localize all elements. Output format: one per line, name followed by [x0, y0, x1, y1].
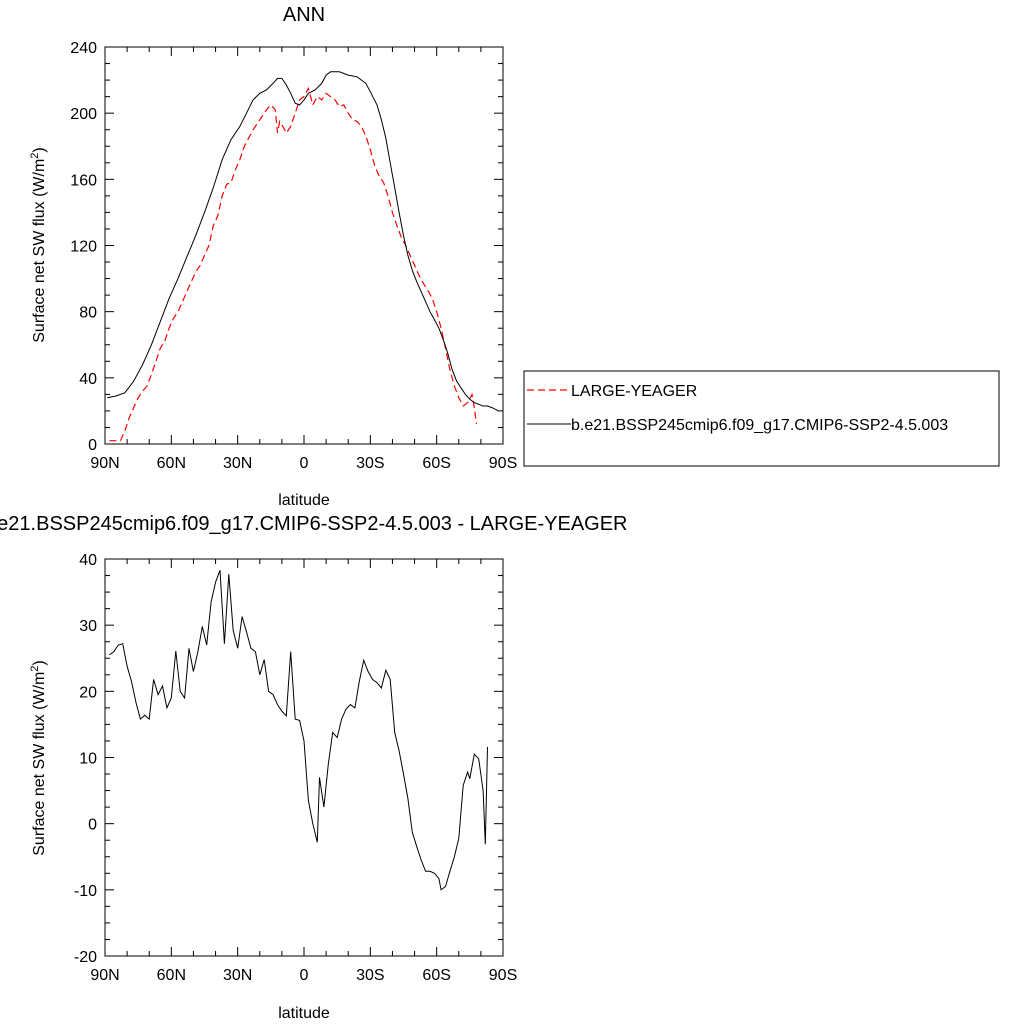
top-ytick-label: 120: [70, 239, 97, 256]
top-chart-ticks: 0 40 80 120 160 200 240 90N 60N 30N 0 30S 60S 90S: [70, 40, 517, 472]
top-xtick-label: 60N: [157, 455, 186, 472]
legend-box: [523, 370, 1000, 467]
bottom-ytick-label: 0: [88, 817, 97, 834]
top-chart-xlabel: latitude: [278, 492, 330, 509]
bottom-xtick-label: 30N: [223, 967, 252, 984]
legend-label-ssp245: b.e21.BSSP245cmip6.f09_g17.CMIP6-SSP2-4.…: [571, 417, 948, 434]
top-xtick-label: 30N: [223, 455, 252, 472]
top-xtick-label: 30S: [356, 455, 384, 472]
top-ytick-label: 160: [70, 172, 97, 189]
bottom-xtick-label: 60S: [422, 967, 450, 984]
top-ytick-label: 200: [70, 106, 97, 123]
bottom-chart-frame: [104, 558, 504, 957]
top-chart: ANN latitude Surface net SW flux (W/m2) …: [29, 4, 517, 509]
bottom-chart-title: b.e21.BSSP245cmip6.f09_g17.CMIP6-SSP2-4.…: [0, 513, 628, 535]
bottom-xtick-label: 90S: [489, 967, 517, 984]
top-chart-legend: LARGE-YEAGER b.e21.BSSP245cmip6.f09_g17.…: [523, 370, 1000, 467]
bottom-chart-series: [109, 570, 488, 891]
bottom-chart: b.e21.BSSP245cmip6.f09_g17.CMIP6-SSP2-4.…: [0, 513, 628, 1022]
bottom-ytick-label: 10: [79, 751, 97, 768]
bottom-chart-xlabel: latitude: [278, 1005, 330, 1022]
top-chart-ylabel: Surface net SW flux (W/m2): [29, 147, 48, 343]
top-xtick-label: 0: [300, 455, 309, 472]
bottom-chart-ylabel: Surface net SW flux (W/m2): [29, 660, 48, 856]
bottom-series-line-0: [109, 570, 488, 891]
legend-label-large-yeager: LARGE-YEAGER: [571, 383, 697, 400]
top-series-line-1: [107, 71, 499, 412]
bottom-xtick-label: 90N: [90, 967, 119, 984]
bottom-ytick-label: 30: [79, 618, 97, 635]
top-xtick-label: 90N: [90, 455, 119, 472]
top-ytick-label: 80: [79, 305, 97, 322]
bottom-chart-ticks: -20 -10 0 10 20 30 40 90N 60N 30N 0 30S 60S 90S: [74, 552, 517, 984]
bottom-xtick-label: 0: [300, 967, 309, 984]
top-chart-frame: [104, 46, 504, 445]
bottom-xtick-label: 60N: [157, 967, 186, 984]
top-ytick-label: 240: [70, 40, 97, 57]
bottom-ytick-label: 20: [79, 684, 97, 701]
top-xtick-label: 60S: [422, 455, 450, 472]
top-series-line-0: [109, 86, 478, 442]
top-ytick-label: 0: [88, 437, 97, 454]
bottom-ytick-label: -20: [74, 949, 97, 966]
top-xtick-label: 90S: [489, 455, 517, 472]
bottom-ytick-label: -10: [74, 883, 97, 900]
top-chart-series: [107, 71, 499, 442]
bottom-chart-ylabel-sup: 2: [29, 666, 41, 672]
bottom-xtick-label: 30S: [356, 967, 384, 984]
top-ytick-label: 40: [79, 371, 97, 388]
top-chart-title: ANN: [283, 4, 325, 26]
bottom-ytick-label: 40: [79, 552, 97, 569]
top-chart-ylabel-sup: 2: [29, 153, 41, 159]
